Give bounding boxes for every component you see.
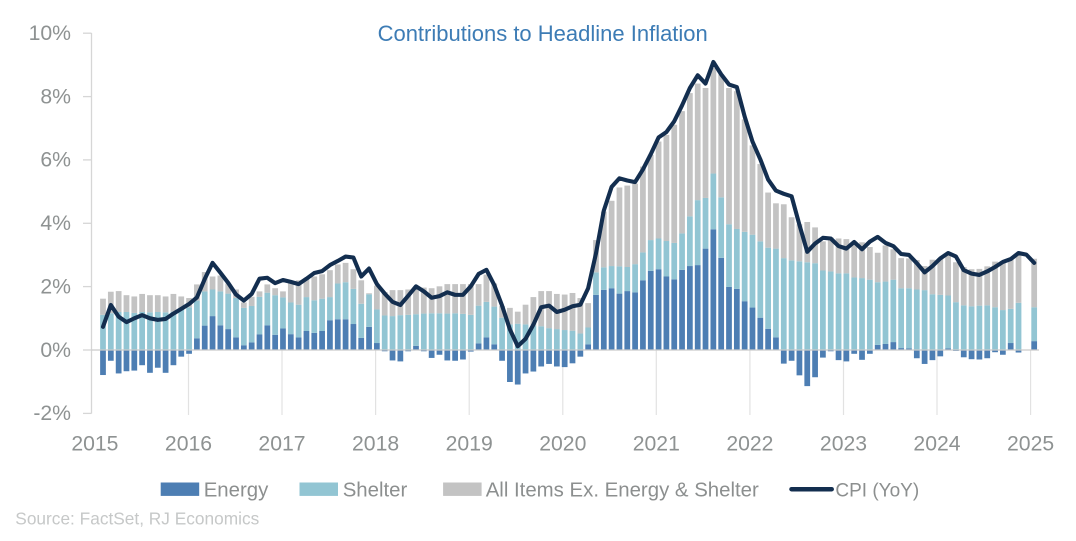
svg-text:6%: 6% [40,149,71,172]
svg-text:Source: FactSet, RJ Economics: Source: FactSet, RJ Economics [15,509,259,529]
svg-text:2018: 2018 [352,433,399,456]
svg-text:0%: 0% [40,339,71,362]
svg-text:-2%: -2% [33,402,71,425]
svg-text:2016: 2016 [165,433,212,456]
svg-text:2024: 2024 [913,433,960,456]
svg-text:Energy: Energy [204,479,269,501]
svg-text:10%: 10% [29,22,72,45]
svg-text:4%: 4% [40,212,71,235]
svg-text:2017: 2017 [258,433,305,456]
svg-text:2025: 2025 [1007,433,1054,456]
svg-text:2021: 2021 [633,433,680,456]
svg-text:2019: 2019 [446,433,493,456]
svg-text:Shelter: Shelter [343,479,408,501]
svg-text:CPI (YoY): CPI (YoY) [835,480,919,501]
svg-text:2022: 2022 [726,433,773,456]
svg-text:2%: 2% [40,275,71,298]
svg-text:2023: 2023 [820,433,867,456]
svg-text:Contributions to Headline Infl: Contributions to Headline Inflation [378,21,708,46]
svg-text:2020: 2020 [539,433,586,456]
svg-text:All Items Ex. Energy & Shelter: All Items Ex. Energy & Shelter [486,479,759,501]
svg-text:8%: 8% [40,85,71,108]
svg-text:2015: 2015 [71,433,118,456]
